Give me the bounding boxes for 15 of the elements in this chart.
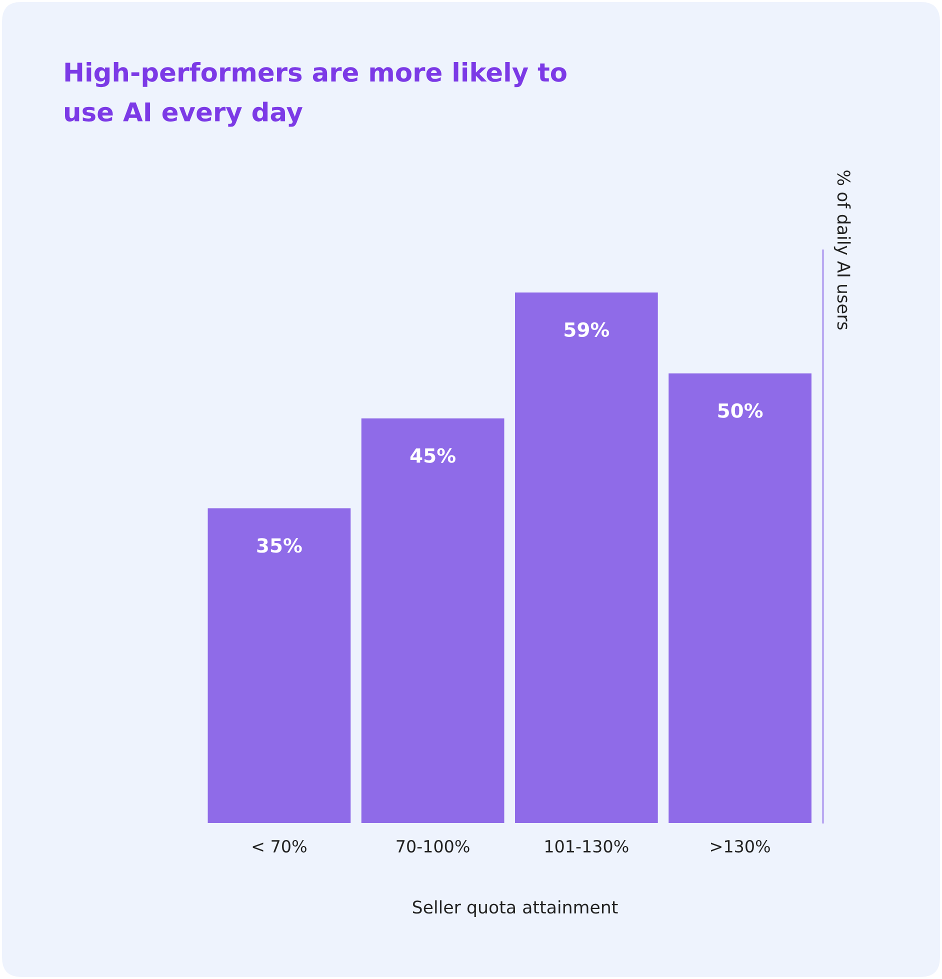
x-tick-label: 101-130%	[546, 840, 628, 853]
x-tick-label: < 70%	[252, 840, 306, 853]
data-label: 35%	[257, 538, 302, 553]
x-axis-title: Seller quota attainment	[412, 900, 618, 918]
bar	[361, 418, 504, 823]
x-tick-label: >130%	[711, 840, 770, 853]
chart-title: High-performers are more likely to use AI every day	[65, 62, 566, 127]
data-label: 59%	[564, 322, 610, 337]
y-axis-title: % of daily AI users	[834, 170, 851, 330]
bar	[208, 508, 351, 823]
x-tick-label: 70-100%	[396, 840, 470, 853]
bar	[515, 292, 658, 823]
data-label: 50%	[718, 403, 763, 418]
data-label: 45%	[410, 448, 456, 463]
bar	[668, 373, 812, 823]
